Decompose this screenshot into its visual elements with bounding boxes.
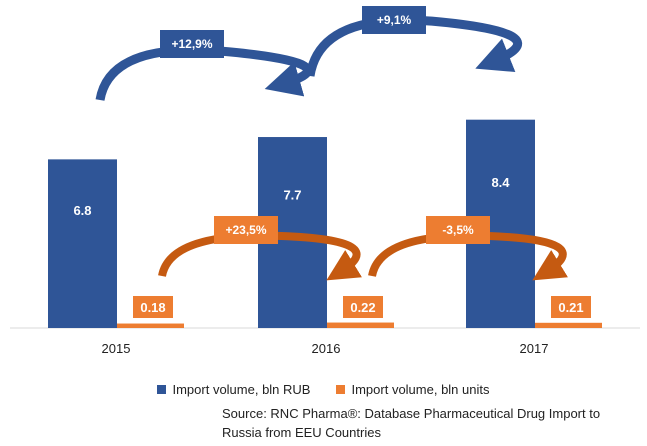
growth-arrow-units-1 [158, 231, 363, 281]
growth-label-units-1: +23,5% [225, 223, 266, 237]
bar-units-2017 [535, 322, 602, 328]
growth-label-rub-1: +12,9% [171, 37, 212, 51]
legend-label-units: Import volume, bln units [351, 382, 490, 397]
x-tick-2017: 2017 [520, 341, 549, 356]
x-tick-2015: 2015 [102, 341, 131, 356]
bar-label-box-units-2017 [551, 296, 591, 318]
legend-label-rub: Import volume, bln RUB [172, 382, 311, 397]
bar-label-rub-2016: 7.7 [283, 187, 301, 202]
bar-label-units-2017: 0.21 [558, 300, 583, 315]
legend-swatch-rub [157, 385, 167, 394]
growth-label-units-2: -3,5% [442, 223, 474, 237]
legend: Import volume, bln RUB Import volume, bl… [0, 382, 647, 397]
bar-label-rub-2017: 8.4 [491, 175, 510, 190]
growth-arrow-rub-2 [305, 15, 523, 77]
legend-item-units: Import volume, bln units [336, 382, 490, 397]
bar-label-rub-2015: 6.8 [73, 203, 91, 218]
legend-item-rub: Import volume, bln RUB [157, 382, 310, 397]
bar-units-2015 [117, 323, 184, 328]
bar-label-units-2015: 0.18 [140, 300, 165, 315]
source-note: Source: RNC Pharma®: Database Pharmaceut… [222, 406, 601, 440]
growth-box-rub-2 [362, 6, 426, 34]
growth-box-units-2 [426, 216, 490, 244]
bar-label-units-2016: 0.22 [350, 300, 375, 315]
bar-chart: 6.8 0.18 7.7 0.22 8.4 0.21 +12,9% +9,1% +23,5% -… [10, 6, 640, 356]
growth-box-rub-1 [160, 30, 224, 58]
bar-units-2016 [327, 322, 394, 328]
x-tick-2016: 2016 [312, 341, 341, 356]
legend-swatch-units [336, 385, 346, 394]
growth-box-units-1 [214, 216, 278, 244]
bar-label-box-units-2016 [343, 296, 383, 318]
bar-label-box-units-2015 [133, 296, 173, 318]
growth-label-rub-2: +9,1% [377, 13, 412, 27]
bar-rub-2015 [48, 159, 117, 328]
